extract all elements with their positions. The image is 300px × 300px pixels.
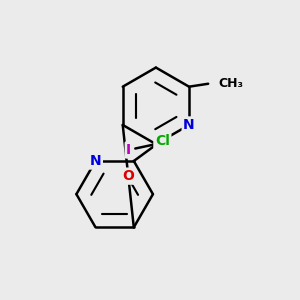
Text: I: I — [126, 143, 131, 157]
Text: N: N — [90, 154, 101, 168]
Text: CH₃: CH₃ — [218, 77, 244, 90]
Text: N: N — [183, 118, 195, 132]
Text: O: O — [122, 169, 134, 183]
Text: Cl: Cl — [155, 134, 170, 148]
